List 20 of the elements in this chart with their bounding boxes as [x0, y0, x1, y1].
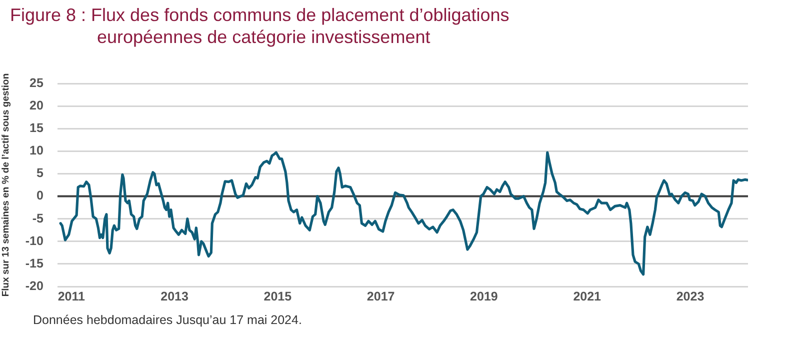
- y-tick-label: -5: [32, 211, 44, 226]
- y-tick-label: -20: [25, 278, 44, 293]
- y-tick-label: 10: [30, 144, 44, 158]
- x-tick-label: 2017: [366, 289, 395, 304]
- y-tick-label: 15: [30, 121, 44, 136]
- x-tick-label: 2021: [573, 289, 602, 304]
- y-tick-label: -10: [25, 234, 44, 248]
- text: Données hebdomadaires Jusqu’au 17 mai 2024.: [33, 313, 302, 327]
- x-tick-label: 2011: [58, 289, 85, 304]
- y-axis-title: Flux sur 13 semaines en % de l’actif sous gestion: [0, 73, 12, 297]
- y-tick-label: 20: [30, 98, 44, 113]
- y-tick-label: 25: [30, 76, 44, 90]
- y-tick-label: 0: [36, 188, 44, 203]
- chart-title: Figure 8 : Flux des fonds communs de placement d’obligations européennes de catégorie investissement: [10, 4, 510, 48]
- y-tick-label: 5: [36, 166, 44, 180]
- x-tick-label: 2019: [470, 289, 498, 304]
- y-tick-label: -15: [25, 256, 44, 270]
- x-tick-label: 2015: [264, 289, 292, 304]
- x-tick-label: 2023: [676, 289, 704, 304]
- x-tick-label: 2013: [160, 289, 188, 304]
